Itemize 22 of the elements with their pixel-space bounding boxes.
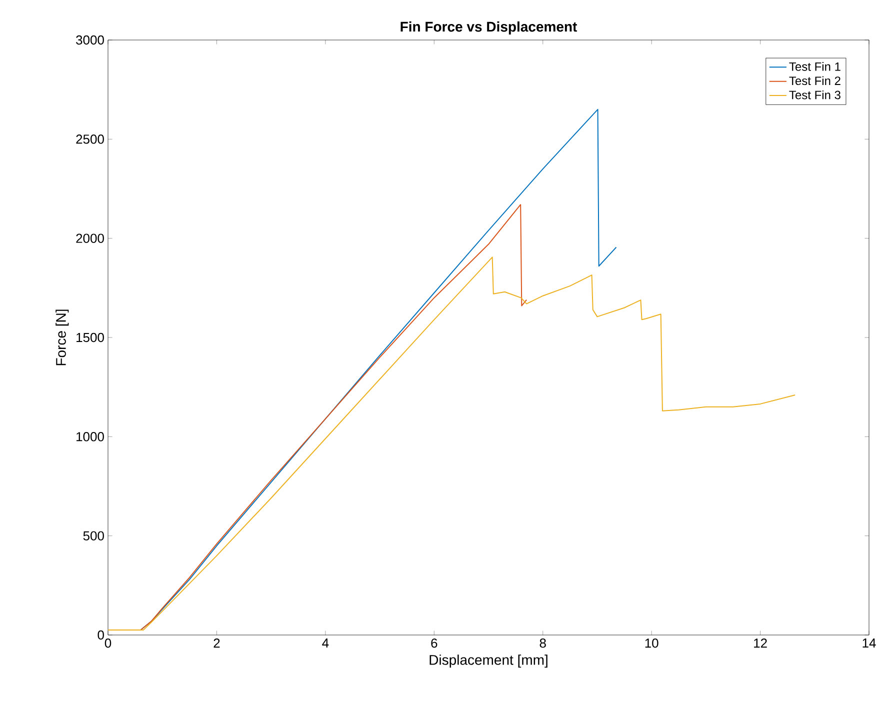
x-tick-label: 12 <box>754 638 767 648</box>
legend-label: Test Fin 1 <box>789 62 840 71</box>
legend-label: Test Fin 3 <box>789 90 840 100</box>
y-tick-label: 2000 <box>76 234 104 243</box>
y-tick-label: 2500 <box>76 134 104 144</box>
x-axis-title: Displacement [mm] <box>430 654 548 668</box>
y-tick-label: 1000 <box>76 432 104 442</box>
legend-label: Test Fin 2 <box>789 76 840 86</box>
y-tick-label: 0 <box>98 630 104 640</box>
x-tick-label: 4 <box>322 638 329 648</box>
x-tick-label: 8 <box>540 638 546 648</box>
x-tick-label: 6 <box>431 638 438 648</box>
y-axis-title: Force [N] <box>56 310 69 366</box>
y-tick-label: 1500 <box>76 332 104 342</box>
x-tick-label: 14 <box>862 638 876 648</box>
chart-title: Fin Force vs Displacement <box>400 21 578 34</box>
x-tick-label: 0 <box>104 638 112 648</box>
x-tick-label: 10 <box>645 638 658 648</box>
y-tick-label: 500 <box>83 531 104 540</box>
x-tick-label: 2 <box>214 638 220 648</box>
line-series <box>108 256 796 631</box>
y-tick-label: 3000 <box>76 35 104 45</box>
